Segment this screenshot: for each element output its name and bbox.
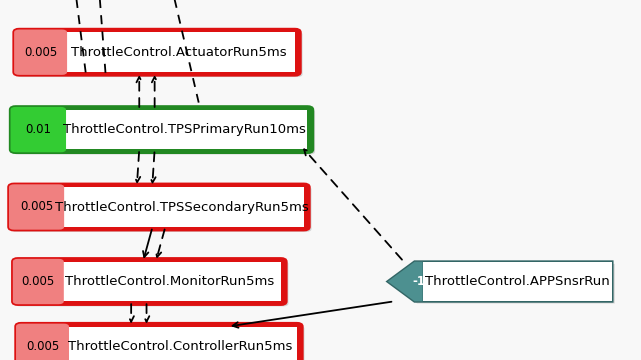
FancyBboxPatch shape — [16, 324, 302, 360]
FancyBboxPatch shape — [42, 327, 65, 360]
FancyBboxPatch shape — [61, 110, 308, 149]
FancyBboxPatch shape — [37, 187, 60, 227]
Polygon shape — [388, 262, 612, 301]
FancyBboxPatch shape — [13, 259, 64, 304]
FancyBboxPatch shape — [10, 107, 313, 152]
Text: 0.005: 0.005 — [24, 46, 57, 59]
FancyBboxPatch shape — [64, 327, 297, 360]
FancyBboxPatch shape — [59, 262, 281, 301]
FancyBboxPatch shape — [15, 261, 288, 306]
FancyBboxPatch shape — [38, 262, 60, 301]
Polygon shape — [388, 262, 422, 301]
FancyBboxPatch shape — [16, 324, 69, 360]
Text: ThrottleControl.MonitorRun5ms: ThrottleControl.MonitorRun5ms — [65, 275, 274, 288]
FancyBboxPatch shape — [14, 30, 67, 75]
FancyBboxPatch shape — [62, 32, 295, 72]
Polygon shape — [390, 264, 615, 303]
FancyBboxPatch shape — [13, 259, 286, 304]
Text: ThrottleControl.ControllerRun5ms: ThrottleControl.ControllerRun5ms — [68, 340, 292, 353]
Text: 0.005: 0.005 — [20, 201, 53, 213]
FancyBboxPatch shape — [17, 32, 303, 77]
Text: ThrottleControl.ActuatorRun5ms: ThrottleControl.ActuatorRun5ms — [71, 46, 287, 59]
FancyBboxPatch shape — [40, 32, 63, 72]
FancyBboxPatch shape — [19, 326, 304, 360]
FancyBboxPatch shape — [13, 109, 315, 154]
FancyBboxPatch shape — [12, 186, 312, 232]
FancyBboxPatch shape — [9, 184, 309, 230]
FancyBboxPatch shape — [38, 110, 62, 149]
FancyBboxPatch shape — [10, 107, 66, 152]
Text: 0.01: 0.01 — [25, 123, 51, 136]
Text: ThrottleControl.APPSnsrRun: ThrottleControl.APPSnsrRun — [425, 275, 610, 288]
Text: ThrottleControl.TPSPrimaryRun10ms: ThrottleControl.TPSPrimaryRun10ms — [63, 123, 306, 136]
Text: ThrottleControl.TPSSecondaryRun5ms: ThrottleControl.TPSSecondaryRun5ms — [54, 201, 308, 213]
FancyBboxPatch shape — [59, 187, 304, 227]
Text: 0.005: 0.005 — [26, 340, 59, 353]
Polygon shape — [422, 262, 612, 301]
Text: -1: -1 — [412, 275, 425, 288]
Text: 0.005: 0.005 — [22, 275, 55, 288]
FancyBboxPatch shape — [9, 184, 64, 230]
FancyBboxPatch shape — [14, 30, 300, 75]
